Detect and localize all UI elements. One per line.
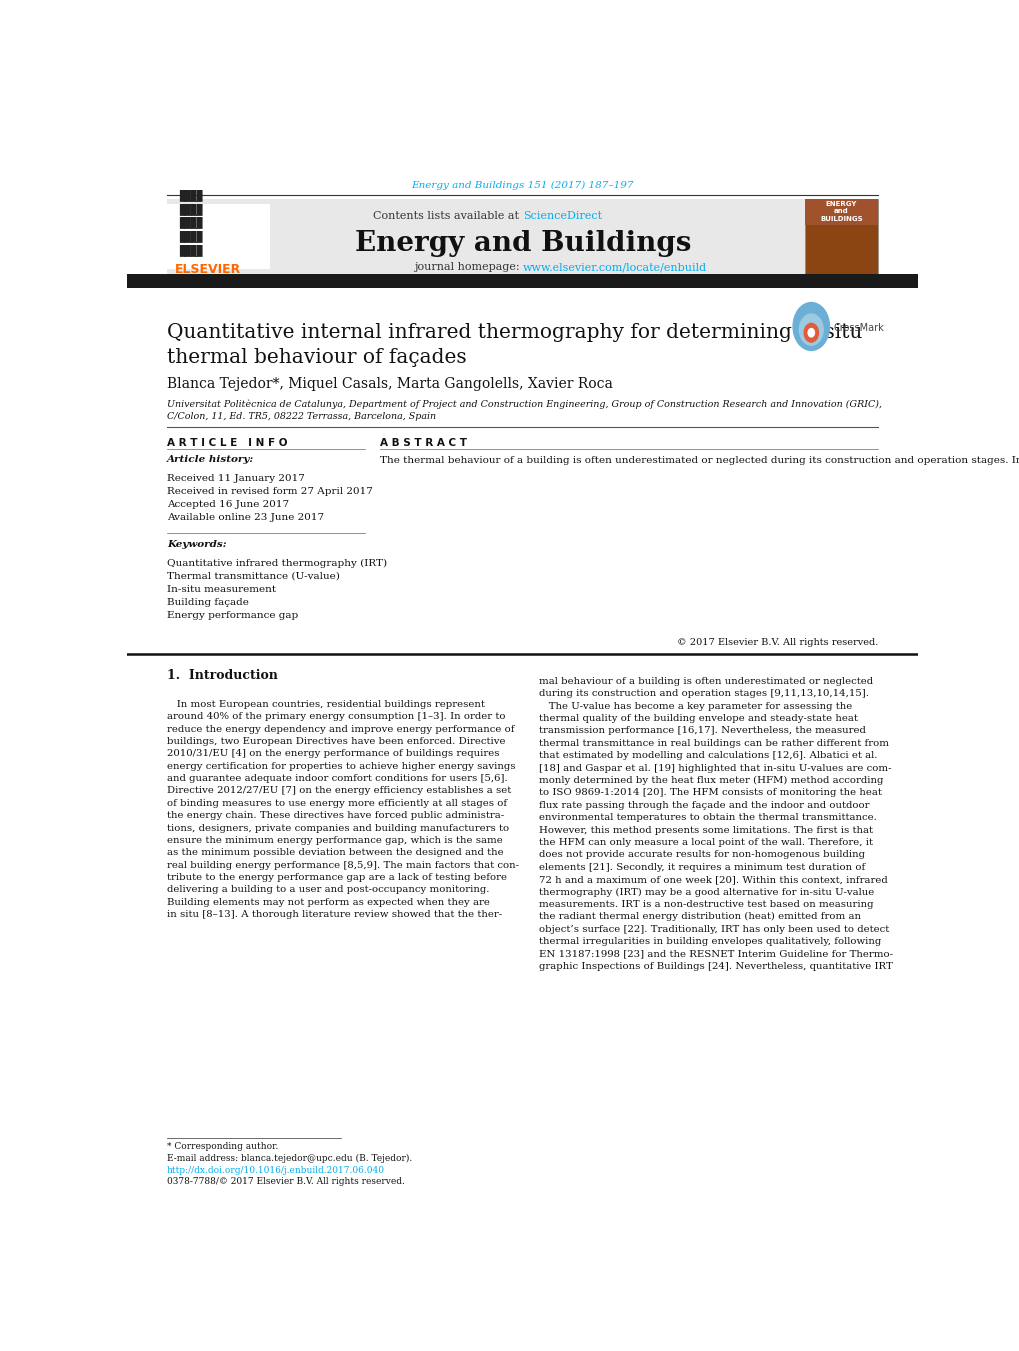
Text: journal homepage:: journal homepage:	[414, 262, 522, 272]
Text: Blanca Tejedor*, Miquel Casals, Marta Gangolells, Xavier Roca: Blanca Tejedor*, Miquel Casals, Marta Ga…	[167, 377, 612, 392]
Text: A R T I C L E   I N F O: A R T I C L E I N F O	[167, 438, 287, 447]
Text: http://dx.doi.org/10.1016/j.enbuild.2017.06.040: http://dx.doi.org/10.1016/j.enbuild.2017…	[167, 1166, 384, 1175]
Circle shape	[803, 323, 817, 342]
FancyBboxPatch shape	[167, 199, 877, 274]
Circle shape	[807, 328, 813, 336]
Text: ScienceDirect: ScienceDirect	[522, 211, 601, 222]
Text: Received 11 January 2017
Received in revised form 27 April 2017
Accepted 16 June: Received 11 January 2017 Received in rev…	[167, 474, 373, 521]
Text: * Corresponding author.: * Corresponding author.	[167, 1142, 278, 1151]
Text: 1.  Introduction: 1. Introduction	[167, 669, 277, 682]
Text: The thermal behaviour of a building is often underestimated or neglected during : The thermal behaviour of a building is o…	[380, 455, 1019, 465]
Text: Universitat Politècnica de Catalunya, Department of Project and Construction Eng: Universitat Politècnica de Catalunya, De…	[167, 400, 881, 422]
Text: ELSEVIER: ELSEVIER	[175, 262, 240, 276]
Text: A B S T R A C T: A B S T R A C T	[380, 438, 467, 447]
Text: Energy and Buildings 151 (2017) 187–197: Energy and Buildings 151 (2017) 187–197	[411, 181, 634, 189]
Text: Energy and Buildings: Energy and Buildings	[355, 230, 690, 257]
Text: Contents lists available at: Contents lists available at	[373, 211, 522, 222]
Text: www.elsevier.com/locate/enbuild: www.elsevier.com/locate/enbuild	[522, 262, 706, 272]
Text: Keywords:: Keywords:	[167, 540, 226, 549]
Text: CrossMark: CrossMark	[833, 323, 883, 332]
Text: E-mail address: blanca.tejedor@upc.edu (B. Tejedor).: E-mail address: blanca.tejedor@upc.edu (…	[167, 1154, 412, 1163]
Text: Article history:: Article history:	[167, 455, 254, 465]
Text: © 2017 Elsevier B.V. All rights reserved.: © 2017 Elsevier B.V. All rights reserved…	[677, 638, 877, 647]
Circle shape	[793, 303, 828, 350]
FancyBboxPatch shape	[804, 199, 877, 224]
Text: In most European countries, residential buildings represent
around 40% of the pr: In most European countries, residential …	[167, 700, 519, 919]
Text: Quantitative internal infrared thermography for determining in-situ
thermal beha: Quantitative internal infrared thermogra…	[167, 323, 861, 366]
FancyBboxPatch shape	[167, 204, 269, 269]
FancyBboxPatch shape	[804, 199, 877, 274]
Circle shape	[799, 313, 822, 346]
Text: ENERGY
and
BUILDINGS: ENERGY and BUILDINGS	[819, 200, 862, 222]
Text: ████
████
████
████
████: ████ ████ ████ ████ ████	[178, 189, 202, 255]
Text: 0378-7788/© 2017 Elsevier B.V. All rights reserved.: 0378-7788/© 2017 Elsevier B.V. All right…	[167, 1178, 405, 1186]
FancyBboxPatch shape	[127, 274, 917, 288]
Text: Quantitative infrared thermography (IRT)
Thermal transmittance (U-value)
In-situ: Quantitative infrared thermography (IRT)…	[167, 558, 387, 620]
Text: mal behaviour of a building is often underestimated or neglected
during its cons: mal behaviour of a building is often und…	[538, 677, 892, 971]
